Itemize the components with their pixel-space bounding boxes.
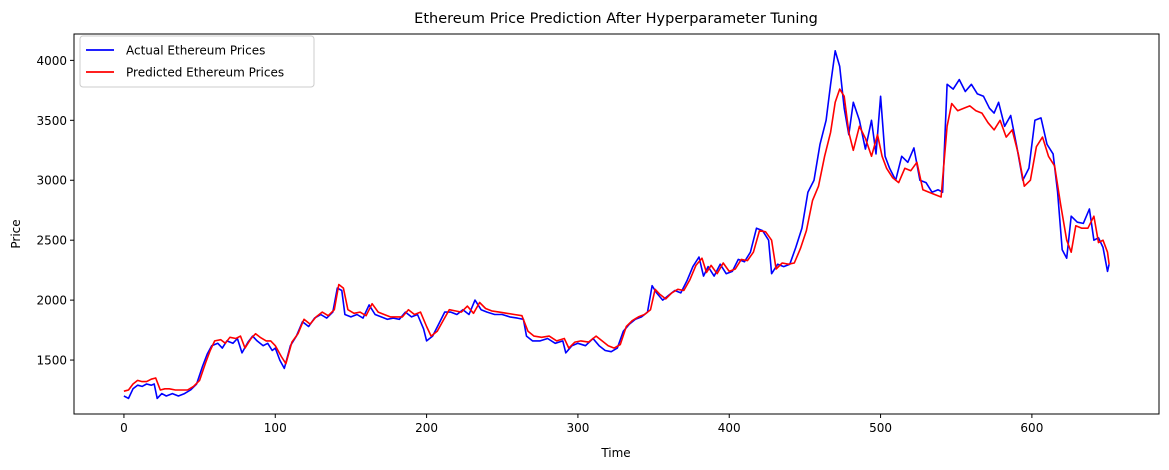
legend-label-predicted: Predicted Ethereum Prices	[126, 66, 284, 80]
x-tick-label: 500	[869, 421, 892, 435]
y-tick-label: 2500	[36, 234, 67, 248]
x-tick-label: 200	[415, 421, 438, 435]
legend-label-actual: Actual Ethereum Prices	[126, 44, 265, 58]
x-tick-label: 300	[566, 421, 589, 435]
actual-price-line	[123, 49, 1110, 400]
y-tick-label: 3000	[36, 174, 67, 188]
x-tick-label: 0	[120, 421, 128, 435]
y-axis-label: Price	[9, 219, 23, 248]
y-axis: 1500 2000 2500 3000 3500 4000	[36, 54, 74, 368]
x-axis: 0 100 200 300 400 500 600	[120, 414, 1043, 435]
series-lines	[123, 49, 1110, 400]
x-tick-label: 600	[1020, 421, 1043, 435]
chart-title: Ethereum Price Prediction After Hyperpar…	[414, 11, 818, 27]
predicted-price-line	[123, 88, 1110, 392]
y-tick-label: 2000	[36, 294, 67, 308]
legend: Actual Ethereum Prices Predicted Ethereu…	[79, 35, 315, 88]
x-tick-label: 400	[718, 421, 741, 435]
plot-frame	[73, 33, 1160, 415]
legend-box	[79, 35, 315, 88]
x-axis-label: Time	[600, 446, 630, 460]
y-tick-label: 3500	[36, 114, 67, 128]
x-tick-label: 100	[264, 421, 287, 435]
y-tick-label: 4000	[36, 54, 67, 68]
y-tick-label: 1500	[36, 354, 67, 368]
plot-area: 0 100 200 300 400 500 600 1500 2000 2500 3000 3500…	[36, 33, 1160, 435]
